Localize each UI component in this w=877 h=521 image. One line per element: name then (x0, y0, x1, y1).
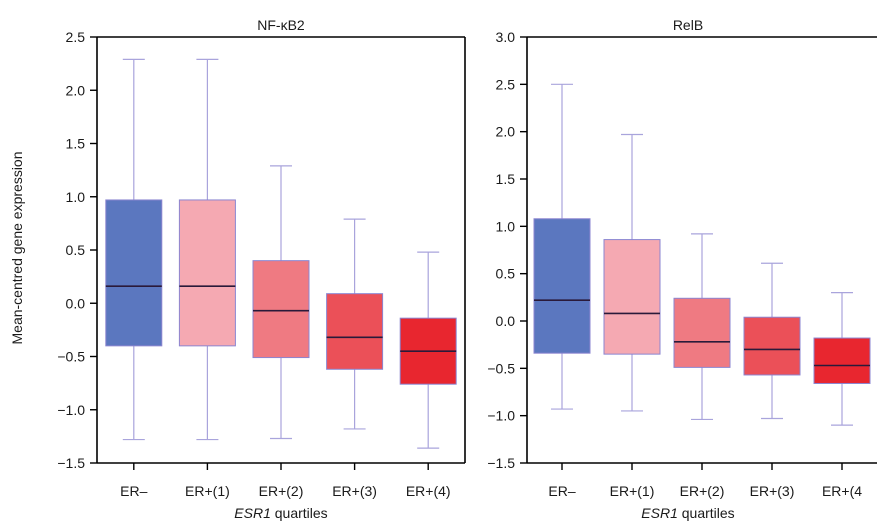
y-tick-label: −0.5 (487, 360, 515, 376)
y-tick-label: 1.5 (66, 136, 86, 152)
panel-title: RelB (673, 17, 703, 33)
box (252, 260, 310, 359)
y-tick-label: 1.0 (66, 189, 86, 205)
y-axis-label: Mean-centred gene expression (9, 151, 25, 344)
panel-title: NF-κB2 (257, 17, 305, 33)
x-axis-title-rest: quartiles (271, 505, 328, 521)
box (105, 199, 163, 347)
box (673, 297, 731, 368)
x-tick-label: ER+(2) (680, 483, 725, 499)
x-axis-title-rest: quartiles (678, 505, 735, 521)
y-tick-label: 3.0 (496, 29, 516, 45)
y-tick-label: 0.0 (496, 313, 516, 329)
y-tick-label: 0.0 (66, 295, 86, 311)
y-tick-label: 1.5 (496, 171, 516, 187)
x-tick-label: ER– (120, 483, 147, 499)
y-tick-label: 2.0 (66, 82, 86, 98)
y-tick-label: 0.5 (496, 266, 516, 282)
x-axis-title: ESR1 quartiles (234, 505, 327, 521)
y-tick-label: −1.5 (57, 455, 85, 471)
y-tick-label: 1.0 (496, 218, 516, 234)
x-tick-label: ER+(2) (259, 483, 304, 499)
box (326, 293, 384, 370)
y-tick-label: 0.5 (66, 242, 86, 258)
box (813, 337, 871, 384)
x-tick-label: ER+(1) (185, 483, 230, 499)
x-axis-title: ESR1 quartiles (641, 505, 734, 521)
x-axis-title-italic: ESR1 (641, 505, 678, 521)
y-tick-label: 2.5 (66, 29, 86, 45)
y-tick-label: 2.0 (496, 124, 516, 140)
y-tick-label: −1.0 (57, 402, 85, 418)
y-tick-label: −1.5 (487, 455, 515, 471)
y-tick-label: 2.5 (496, 76, 516, 92)
x-axis-title-italic: ESR1 (234, 505, 271, 521)
box (603, 239, 661, 355)
box (533, 218, 591, 354)
y-tick-label: −0.5 (57, 349, 85, 365)
x-tick-label: ER+(4) (406, 483, 451, 499)
x-tick-label: ER+(3) (750, 483, 795, 499)
y-tick-label: −1.0 (487, 408, 515, 424)
panel-nfkb2: NF-κB2 −1.5 −1.0 −0.5 0.0 0.5 1.0 1.5 2.0 2.5 ER– E… (57, 17, 466, 521)
x-tick-label: ER+(4 (822, 483, 862, 499)
x-tick-label: ER– (548, 483, 575, 499)
panel-relb: RelB −1.5 −1.0 −0.5 0.0 0.5 1.0 1.5 2.0 2.5 3.0 ER–… (487, 17, 877, 521)
box (743, 316, 801, 376)
x-tick-label: ER+(3) (332, 483, 377, 499)
box (178, 199, 236, 347)
x-tick-label: ER+(1) (610, 483, 655, 499)
